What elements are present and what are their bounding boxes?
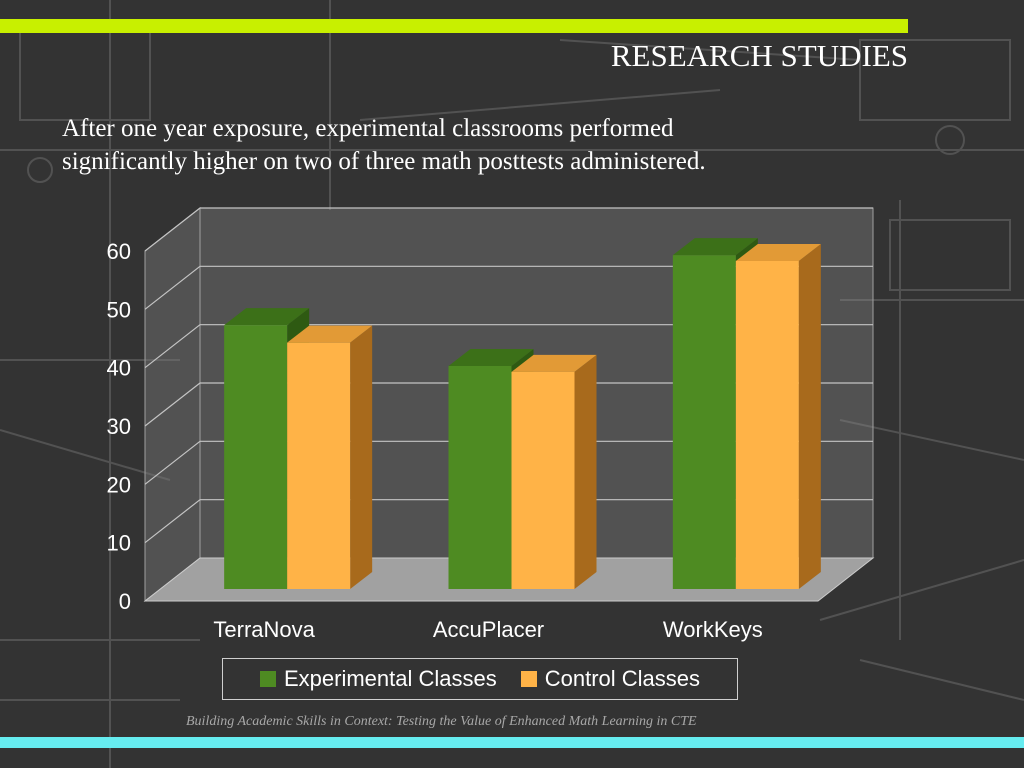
bar-workkeys-experimental: [672, 255, 736, 589]
slide-subtitle: After one year exposure, experimental cl…: [62, 112, 962, 178]
bar-terranova-experimental-top: [224, 308, 310, 326]
gridline-40: [144, 324, 873, 369]
y-tick-label-50: 50: [107, 297, 131, 322]
bar-terranova-control-side: [350, 325, 373, 589]
gridline-30: [144, 382, 873, 427]
x-tick-label-terranova: TerraNova: [213, 617, 315, 642]
bar-workkeys-control: [735, 261, 799, 589]
gridline-20: [144, 440, 873, 485]
footnote-citation: Building Academic Skills in Context: Tes…: [186, 714, 697, 729]
chart-legend: Experimental Classes Control Classes: [222, 658, 738, 700]
bar-workkeys-control-side: [798, 244, 821, 589]
y-tick-label-40: 40: [107, 356, 131, 381]
legend-item-control: Control Classes: [520, 666, 701, 692]
legend-label-control: Control Classes: [544, 666, 701, 691]
gridline-60: [144, 207, 873, 252]
slide-title: RESEARCH STUDIES: [610, 38, 908, 73]
bar-terranova-experimental: [224, 325, 288, 589]
gridline-50: [144, 265, 873, 310]
bar-workkeys-experimental-top: [672, 238, 758, 256]
bar-terranova-control: [287, 342, 351, 589]
legend-item-experimental: Experimental Classes: [259, 666, 497, 692]
bar-terranova-control-top: [287, 325, 373, 343]
legend-swatch-experimental: [259, 671, 276, 687]
x-tick-label-workkeys: WorkKeys: [663, 617, 763, 642]
y-tick-label-60: 60: [107, 239, 131, 264]
legend-label-experimental: Experimental Classes: [283, 666, 497, 691]
legend-swatch-control: [520, 671, 537, 687]
bar-accuplacer-experimental-top: [448, 349, 534, 366]
y-tick-label-0: 0: [119, 589, 131, 614]
bar-accuplacer-control-side: [574, 354, 597, 589]
gridline-10: [144, 499, 873, 544]
y-tick-label-30: 30: [107, 414, 131, 439]
y-tick-label-20: 20: [107, 472, 131, 497]
subtitle-line-2: significantly higher on two of three mat…: [62, 148, 706, 175]
x-tick-label-accuplacer: AccuPlacer: [433, 617, 544, 642]
subtitle-line-1: After one year exposure, experimental cl…: [62, 115, 674, 142]
y-tick-label-10: 10: [107, 531, 131, 556]
bar-accuplacer-control: [511, 371, 575, 589]
bar-accuplacer-experimental: [448, 366, 512, 589]
top-accent-bar: [0, 19, 908, 33]
bottom-accent-bar: [0, 737, 1024, 748]
bar-workkeys-control-top: [735, 244, 821, 261]
bar-accuplacer-control-top: [511, 354, 597, 372]
